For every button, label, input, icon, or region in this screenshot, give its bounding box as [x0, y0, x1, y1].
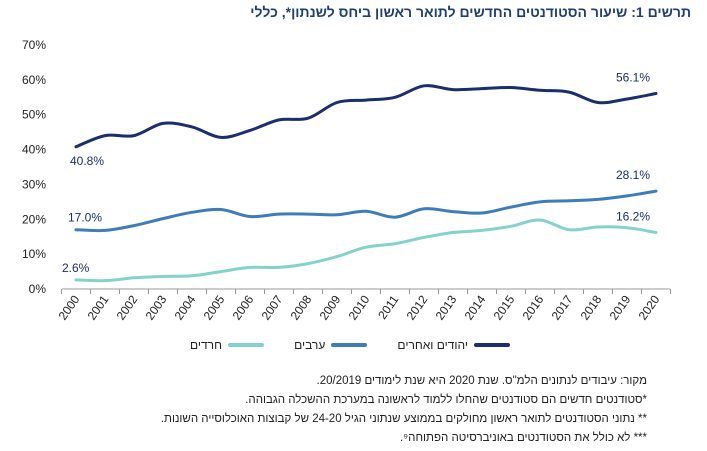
- start-label-arabs: 17.0%: [68, 211, 102, 225]
- footnotes: מקור: עיבודים לנתונים הלמ"ס. שנת 2020 הי…: [16, 372, 647, 448]
- line-chart: 0% 10% 20% 30% 40% 50% 60% 70% 2000 2001 2002 2003…: [22, 38, 671, 323]
- x-tick-label: 2003: [143, 292, 170, 322]
- x-tick-label: 2001: [85, 292, 112, 322]
- x-tick-label: 2020: [636, 292, 663, 322]
- y-axis: 0% 10% 20% 30% 40% 50% 60% 70%: [22, 38, 46, 296]
- legend: יהודים ואחרים ערבים חרדים: [190, 338, 510, 352]
- legend-swatch-arabs: [331, 343, 368, 347]
- x-tick-label: 2011: [375, 292, 401, 321]
- x-tick-label: 2009: [317, 292, 344, 322]
- end-label-jews: 56.1%: [616, 70, 650, 84]
- series-line-jews: [74, 84, 658, 149]
- start-label-haredim: 2.6%: [62, 261, 90, 275]
- x-tick-label: 2018: [578, 292, 605, 322]
- legend-swatch-jews: [474, 343, 510, 347]
- series-layer: [74, 84, 658, 283]
- x-tick-label: 2010: [346, 292, 373, 322]
- legend-item-arabs: ערבים: [294, 338, 368, 352]
- x-tick-label: 2005: [201, 292, 228, 322]
- x-tick-label: 2015: [491, 292, 518, 322]
- legend-label-jews: יהודים ואחרים: [397, 338, 468, 352]
- x-tick-label: 2004: [172, 292, 199, 322]
- chart-title: תרשים 1: שיעור הסטודנטים החדשים לתואר רא…: [250, 4, 691, 20]
- y-tick-label: 60%: [22, 73, 46, 87]
- x-tick-label: 2006: [230, 292, 257, 322]
- footnote-2: ** נתוני הסטודנטים לתואר ראשון מחולקים ב…: [160, 413, 647, 425]
- legend-item-jews: יהודים ואחרים: [397, 338, 510, 352]
- y-tick-label: 40%: [22, 143, 46, 157]
- legend-label-haredim: חרדים: [190, 338, 222, 352]
- end-label-arabs: 28.1%: [616, 168, 650, 182]
- end-label-haredim: 16.2%: [616, 210, 650, 224]
- y-tick-label: 10%: [22, 247, 46, 261]
- footnote-3: *** לא כולל את הסטודנטים באוניברסיטה הפת…: [400, 432, 647, 444]
- x-tick-label: 2019: [607, 292, 634, 322]
- legend-label-arabs: ערבים: [294, 338, 326, 352]
- footnote-1: *סטודנטים חדשים הם סטודנטים שהחלו ללמוד …: [245, 394, 647, 406]
- x-tick-label: 2012: [404, 292, 431, 322]
- x-tick-label: 2013: [433, 292, 460, 322]
- x-tick-label: 2017: [549, 292, 576, 322]
- y-tick-label: 0%: [29, 282, 47, 296]
- legend-swatch-haredim: [228, 343, 264, 347]
- legend-item-haredim: חרדים: [190, 338, 264, 352]
- y-tick-label: 20%: [22, 212, 46, 226]
- x-tick-label: 2014: [462, 292, 489, 322]
- y-tick-label: 70%: [22, 38, 46, 52]
- data-labels: 40.8% 56.1% 17.0% 28.1% 2.6% 16.2%: [62, 70, 650, 274]
- y-tick-label: 50%: [22, 108, 46, 122]
- x-tick-label: 2002: [114, 292, 141, 322]
- source-note: מקור: עיבודים לנתונים הלמ"ס. שנת 2020 הי…: [316, 375, 647, 387]
- series-line-haredim: [74, 218, 658, 283]
- start-label-jews: 40.8%: [70, 154, 104, 168]
- x-tick-label: 2008: [288, 292, 315, 322]
- series-line-arabs: [74, 189, 658, 233]
- x-axis: 2000 2001 2002 2003 2004 2005 2006 2007 2008 2009…: [56, 288, 671, 323]
- x-tick-label: 2000: [56, 292, 83, 322]
- y-tick-label: 30%: [22, 177, 46, 191]
- x-tick-label: 2016: [520, 292, 547, 322]
- x-tick-label: 2007: [259, 292, 286, 322]
